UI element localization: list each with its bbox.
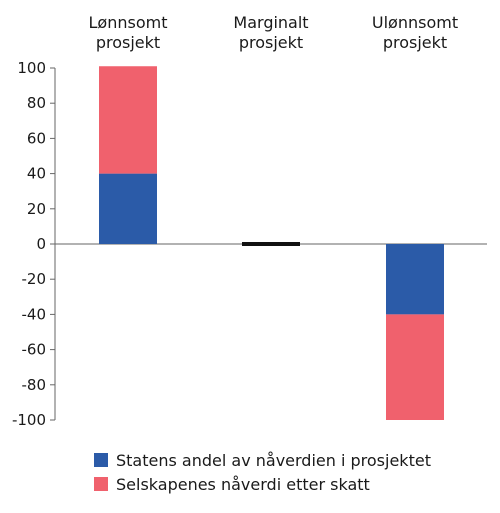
category-label: Lønnsomt	[89, 13, 168, 32]
y-tick-label: 0	[36, 235, 46, 253]
y-tick-label: -60	[22, 341, 47, 359]
legend-swatch-statens-andel	[94, 453, 108, 467]
legend-item-statens-andel: Statens andel av nåverdien i prosjektet	[94, 448, 431, 472]
category-label: Marginalt	[233, 13, 308, 32]
category-label: prosjekt	[239, 33, 303, 52]
y-tick-label: 40	[27, 165, 46, 183]
category-label: Ulønnsomt	[372, 13, 458, 32]
legend: Statens andel av nåverdien i prosjektet …	[94, 448, 431, 496]
legend-label-statens-andel: Statens andel av nåverdien i prosjektet	[116, 450, 431, 470]
legend-item-selskapenes-naverdi: Selskapenes nåverdi etter skatt	[94, 472, 431, 496]
category-label: prosjekt	[383, 33, 447, 52]
category-label: prosjekt	[96, 33, 160, 52]
bar-segment	[99, 66, 157, 174]
y-tick-label: 20	[27, 200, 46, 218]
y-tick-label: -20	[22, 270, 47, 288]
y-tick-label: -40	[22, 305, 47, 323]
bars	[99, 66, 444, 420]
marginal-marker	[242, 242, 300, 246]
legend-label-selskapenes-naverdi: Selskapenes nåverdi etter skatt	[116, 474, 370, 494]
y-axis: 100 80 60 40 20 0 -20 -40 -60 -80 -100	[12, 59, 487, 429]
legend-swatch-selskapenes-naverdi	[94, 477, 108, 491]
bar-segment	[386, 244, 444, 315]
category-labels: LønnsomtprosjektMarginaltprosjektUlønnso…	[89, 13, 459, 52]
bar-segment	[386, 314, 444, 420]
y-tick-label: 80	[27, 94, 46, 112]
y-tick-label: 100	[17, 59, 46, 77]
y-tick-label: -80	[22, 376, 47, 394]
bar-segment	[99, 173, 157, 244]
y-tick-label: -100	[12, 411, 46, 429]
y-tick-label: 60	[27, 129, 46, 147]
